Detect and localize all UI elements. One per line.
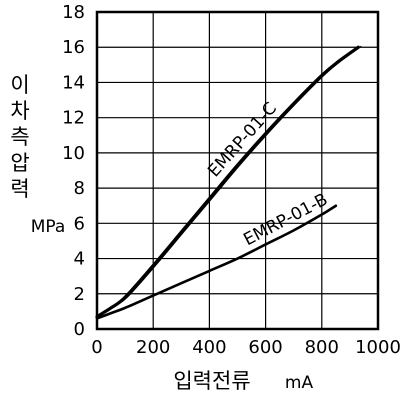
y-tick-label: 6 xyxy=(74,213,85,234)
y-axis-unit: MPa xyxy=(31,217,66,237)
y-tick-label: 8 xyxy=(74,178,85,199)
curves xyxy=(95,45,362,320)
y-tick-label: 4 xyxy=(74,249,85,270)
x-tick-labels: 0 200 400 600 800 1000 xyxy=(91,337,401,358)
y-tick-label: 2 xyxy=(74,284,85,305)
x-tick-label: 1000 xyxy=(355,337,401,358)
x-tick-label: 0 xyxy=(91,337,102,358)
plot-frame xyxy=(95,10,380,331)
y-tick-label: 18 xyxy=(62,2,85,23)
x-tick-label: 200 xyxy=(136,337,170,358)
y-tick-label: 14 xyxy=(62,72,85,93)
grid xyxy=(96,11,379,330)
series-line-emrp-01-c-return xyxy=(99,45,362,317)
series-line-emrp-01-c xyxy=(95,45,360,319)
x-axis-label: 입력전류 xyxy=(173,369,250,393)
y-axis-label-char: 측 xyxy=(10,125,29,149)
y-tick-labels: 0 2 4 6 8 10 12 14 16 18 xyxy=(62,2,85,340)
x-axis-unit: mA xyxy=(285,373,314,393)
x-tick-label: 800 xyxy=(305,337,339,358)
y-axis-label-char: 이 xyxy=(10,73,29,97)
y-tick-label: 10 xyxy=(62,143,85,164)
y-axis-label-char: 차 xyxy=(10,99,29,123)
y-tick-label: 12 xyxy=(62,108,85,129)
y-axis-label-char: 압 xyxy=(10,151,29,175)
y-tick-label: 16 xyxy=(62,37,85,58)
x-tick-label: 400 xyxy=(192,337,226,358)
series-line-emrp-01-b xyxy=(95,204,338,320)
y-tick-label: 0 xyxy=(74,319,85,340)
y-axis-label-char: 력 xyxy=(10,177,29,201)
x-tick-label: 600 xyxy=(248,337,282,358)
